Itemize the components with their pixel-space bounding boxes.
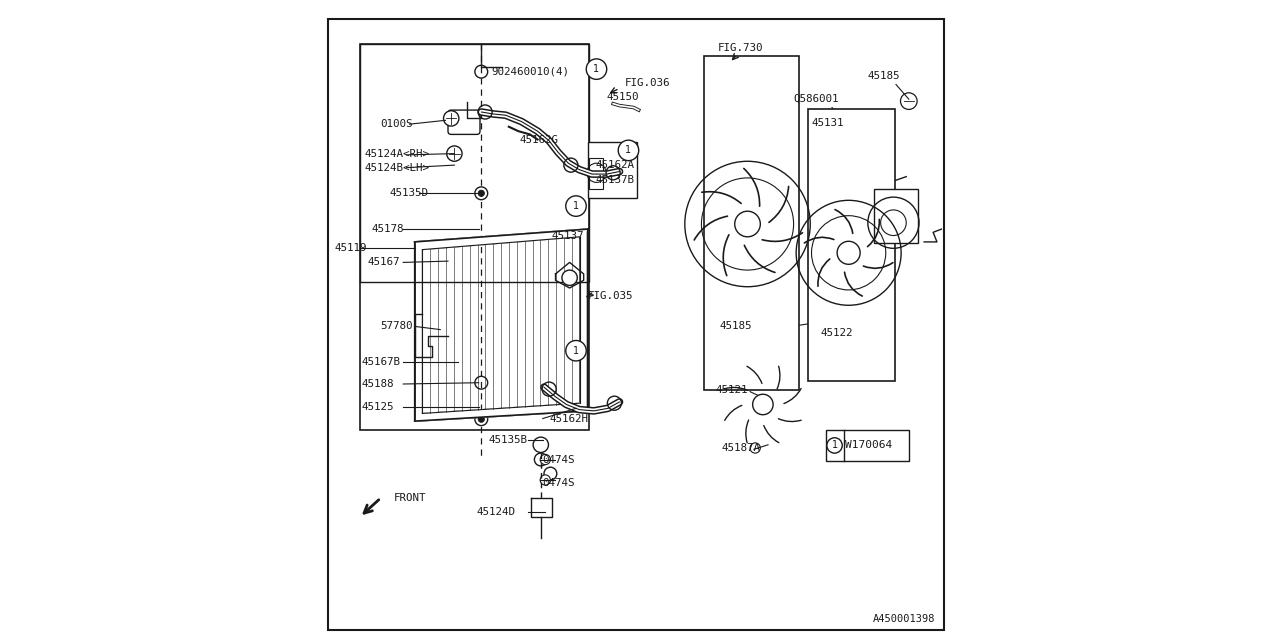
Circle shape [532, 437, 548, 452]
Circle shape [475, 413, 488, 426]
Text: 0100S: 0100S [380, 119, 412, 129]
FancyArrowPatch shape [778, 419, 801, 422]
Circle shape [586, 59, 607, 79]
Text: 45167B: 45167B [362, 356, 401, 367]
Text: 45137: 45137 [552, 230, 584, 241]
Text: 45162A: 45162A [595, 160, 634, 170]
FancyArrowPatch shape [818, 259, 829, 286]
Polygon shape [415, 229, 588, 250]
Circle shape [475, 376, 488, 389]
Circle shape [566, 340, 586, 361]
Text: 45137B: 45137B [595, 175, 634, 186]
Text: 57780: 57780 [380, 321, 412, 332]
Text: 45135D: 45135D [389, 188, 428, 198]
Circle shape [759, 401, 767, 408]
Text: 45125: 45125 [362, 402, 394, 412]
Text: 45167: 45167 [367, 257, 399, 268]
Circle shape [562, 270, 577, 285]
FancyArrowPatch shape [783, 388, 801, 404]
Text: 45124D: 45124D [477, 507, 516, 517]
FancyArrowPatch shape [762, 233, 803, 241]
Text: 0474S: 0474S [543, 454, 575, 465]
FancyArrowPatch shape [724, 405, 742, 420]
Circle shape [479, 416, 484, 422]
Circle shape [479, 190, 484, 196]
Circle shape [535, 453, 548, 466]
FancyArrowPatch shape [864, 262, 893, 268]
Text: 45178: 45178 [371, 224, 403, 234]
Text: FRONT: FRONT [394, 493, 426, 503]
Text: 0474S: 0474S [543, 478, 575, 488]
FancyArrowPatch shape [777, 366, 780, 389]
Text: 45124B<LH>: 45124B<LH> [365, 163, 430, 173]
FancyArrowPatch shape [764, 426, 778, 443]
Bar [874, 189, 918, 243]
Text: FIG.035: FIG.035 [588, 291, 634, 301]
Circle shape [901, 93, 918, 109]
Text: 45162G: 45162G [520, 134, 558, 145]
Text: W170064: W170064 [846, 440, 892, 451]
Bar [826, 430, 909, 461]
Circle shape [860, 150, 879, 170]
Polygon shape [415, 403, 588, 421]
Circle shape [475, 187, 488, 200]
FancyArrowPatch shape [748, 366, 762, 383]
Text: Q586001: Q586001 [794, 94, 840, 104]
FancyArrowPatch shape [868, 220, 879, 246]
Text: 45119: 45119 [334, 243, 366, 253]
Circle shape [444, 111, 460, 126]
Text: 1: 1 [626, 145, 631, 156]
Circle shape [447, 146, 462, 161]
Text: 45188: 45188 [362, 379, 394, 389]
Text: 1: 1 [573, 201, 579, 211]
Bar [589, 158, 603, 189]
Circle shape [566, 196, 586, 216]
Bar [704, 56, 799, 390]
Bar [808, 109, 895, 381]
Circle shape [544, 467, 557, 480]
FancyArrowPatch shape [769, 186, 788, 222]
Text: 45150: 45150 [607, 92, 639, 102]
Bar [360, 44, 589, 430]
Text: 1: 1 [832, 440, 837, 451]
Text: FIG.036: FIG.036 [625, 78, 671, 88]
Text: 45187A: 45187A [722, 443, 760, 453]
FancyArrowPatch shape [746, 420, 749, 443]
FancyArrowPatch shape [804, 237, 833, 243]
Circle shape [827, 438, 842, 453]
Circle shape [750, 443, 760, 453]
Text: 45185: 45185 [868, 70, 900, 81]
Text: 45131: 45131 [812, 118, 844, 128]
Text: A450001398: A450001398 [873, 614, 936, 624]
FancyArrowPatch shape [745, 245, 774, 273]
FancyArrowPatch shape [723, 235, 728, 276]
Circle shape [753, 394, 773, 415]
Circle shape [735, 211, 760, 237]
Circle shape [618, 140, 639, 161]
FancyArrowPatch shape [744, 168, 759, 206]
Circle shape [475, 65, 488, 78]
Text: 1: 1 [573, 346, 579, 356]
Text: 45185: 45185 [719, 321, 753, 332]
FancyArrowPatch shape [694, 216, 727, 240]
Bar [588, 142, 637, 198]
Text: 1: 1 [594, 64, 599, 74]
Circle shape [540, 454, 550, 465]
FancyArrowPatch shape [835, 209, 852, 234]
Text: FIG.730: FIG.730 [718, 43, 764, 53]
Text: 45122: 45122 [820, 328, 852, 338]
FancyArrowPatch shape [724, 387, 748, 390]
FancyArrowPatch shape [701, 192, 741, 204]
Text: 45124A<RH>: 45124A<RH> [365, 148, 430, 159]
Bar [360, 44, 589, 282]
FancyBboxPatch shape [448, 110, 480, 134]
Circle shape [540, 475, 550, 485]
FancyArrowPatch shape [845, 272, 863, 296]
Text: 902460010(4): 902460010(4) [492, 67, 570, 77]
Text: 45135B: 45135B [489, 435, 527, 445]
Circle shape [837, 241, 860, 264]
Text: 45121: 45121 [716, 385, 748, 396]
Text: 45162H: 45162H [549, 413, 588, 424]
